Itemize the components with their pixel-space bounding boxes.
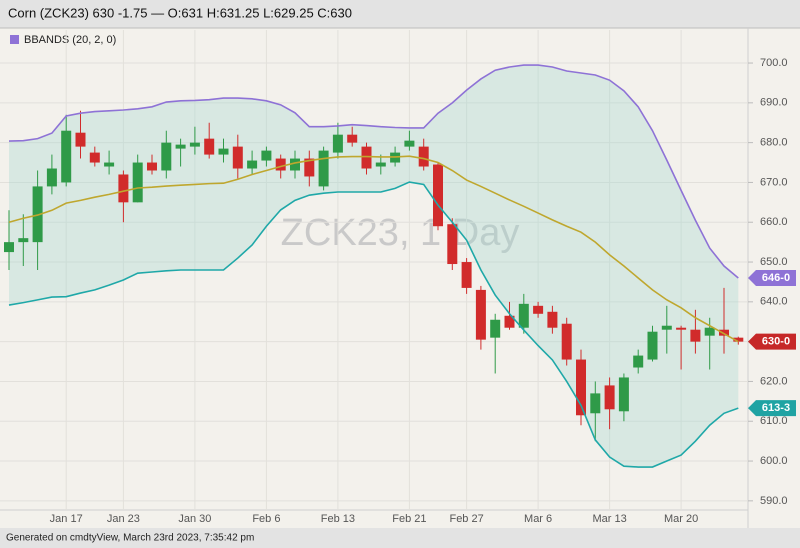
candle-body bbox=[104, 162, 115, 167]
y-tick-label: 670.0 bbox=[760, 176, 788, 188]
y-tick-label: 700.0 bbox=[760, 57, 788, 69]
y-tick-label: 660.0 bbox=[760, 216, 788, 228]
candle-body bbox=[18, 238, 29, 243]
candle-body bbox=[647, 331, 658, 360]
candle-body bbox=[361, 146, 372, 169]
candle-body bbox=[318, 150, 329, 187]
candle-body bbox=[461, 262, 472, 288]
band-middle bbox=[8, 155, 739, 343]
x-tick-label: Jan 17 bbox=[50, 513, 83, 525]
y-tick-label: 640.0 bbox=[760, 296, 788, 308]
candle-body bbox=[332, 134, 343, 153]
candle-body bbox=[4, 242, 14, 253]
y-tick-label: 680.0 bbox=[760, 137, 788, 149]
candle-body bbox=[504, 315, 515, 328]
candle-body bbox=[161, 142, 172, 171]
footer-bar bbox=[0, 528, 800, 548]
candle-body bbox=[261, 150, 272, 161]
y-tick-label: 610.0 bbox=[760, 415, 788, 427]
candle-body bbox=[375, 162, 386, 167]
candle-body bbox=[132, 162, 143, 203]
x-tick-label: Mar 6 bbox=[524, 513, 552, 525]
price-tag bbox=[748, 333, 796, 350]
candle-body bbox=[447, 224, 458, 265]
candle-body bbox=[347, 134, 358, 143]
candle-body bbox=[404, 140, 415, 147]
x-tick-label: Feb 21 bbox=[392, 513, 426, 525]
x-tick-label: Feb 6 bbox=[252, 513, 280, 525]
candle-body bbox=[46, 168, 57, 187]
band-fill bbox=[9, 65, 739, 468]
band-upper bbox=[8, 64, 739, 279]
candle-body bbox=[633, 355, 644, 368]
y-tick-label: 600.0 bbox=[760, 455, 788, 467]
candle-body bbox=[175, 144, 186, 149]
header-bar bbox=[0, 0, 800, 28]
legend-label: BBANDS (20, 2, 0) bbox=[24, 34, 116, 46]
candle-body bbox=[604, 385, 615, 410]
x-tick-label: Feb 13 bbox=[321, 513, 355, 525]
candle-body bbox=[75, 132, 86, 147]
candle-body bbox=[518, 303, 529, 328]
price-tag bbox=[748, 400, 796, 417]
band-lower bbox=[8, 181, 739, 468]
candle-body bbox=[704, 327, 715, 336]
legend-swatch bbox=[10, 35, 19, 44]
candle-body bbox=[618, 377, 629, 412]
candle-body bbox=[719, 329, 729, 336]
candle-body bbox=[89, 152, 100, 163]
x-tick-label: Feb 27 bbox=[449, 513, 483, 525]
header-text: Corn (ZCK23) 630 -1.75 — O:631 H:631.25 … bbox=[8, 5, 352, 20]
candle-body bbox=[118, 174, 129, 203]
price-tag-label: 613-3 bbox=[762, 402, 790, 414]
candle-body bbox=[290, 158, 300, 171]
candle-body bbox=[733, 337, 744, 342]
price-tag-label: 630-0 bbox=[762, 336, 790, 348]
candle-body bbox=[676, 327, 687, 330]
watermark: ZCK23, 1 Day bbox=[281, 212, 520, 254]
candle-body bbox=[533, 305, 544, 314]
candle-body bbox=[661, 325, 672, 330]
footer-text: Generated on cmdtyView, March 23rd 2023,… bbox=[6, 533, 254, 544]
x-tick-label: Jan 23 bbox=[107, 513, 140, 525]
candle-body bbox=[490, 319, 501, 338]
price-tag-label: 646-0 bbox=[762, 272, 790, 284]
candle-body bbox=[690, 329, 701, 342]
candle-body bbox=[418, 146, 429, 167]
candle-body bbox=[147, 162, 157, 171]
y-tick-label: 590.0 bbox=[760, 495, 788, 507]
candle-body bbox=[218, 148, 229, 155]
x-tick-label: Mar 20 bbox=[664, 513, 698, 525]
candle-body bbox=[576, 359, 586, 416]
candle-body bbox=[204, 138, 215, 155]
candle-body bbox=[561, 323, 572, 360]
candle-body bbox=[475, 289, 486, 340]
y-tick-label: 650.0 bbox=[760, 256, 788, 268]
candle-body bbox=[304, 158, 315, 177]
y-tick-label: 690.0 bbox=[760, 97, 788, 109]
candle-body bbox=[247, 160, 258, 169]
candle-body bbox=[232, 146, 243, 169]
candle-body bbox=[433, 164, 443, 227]
y-tick-label: 620.0 bbox=[760, 375, 788, 387]
candle-body bbox=[189, 142, 200, 147]
candle-body bbox=[590, 393, 601, 414]
x-tick-label: Jan 30 bbox=[178, 513, 211, 525]
price-tag bbox=[748, 269, 796, 286]
candle-body bbox=[547, 311, 558, 328]
candle-body bbox=[61, 130, 72, 183]
candle-body bbox=[275, 158, 286, 171]
x-tick-label: Mar 13 bbox=[592, 513, 626, 525]
